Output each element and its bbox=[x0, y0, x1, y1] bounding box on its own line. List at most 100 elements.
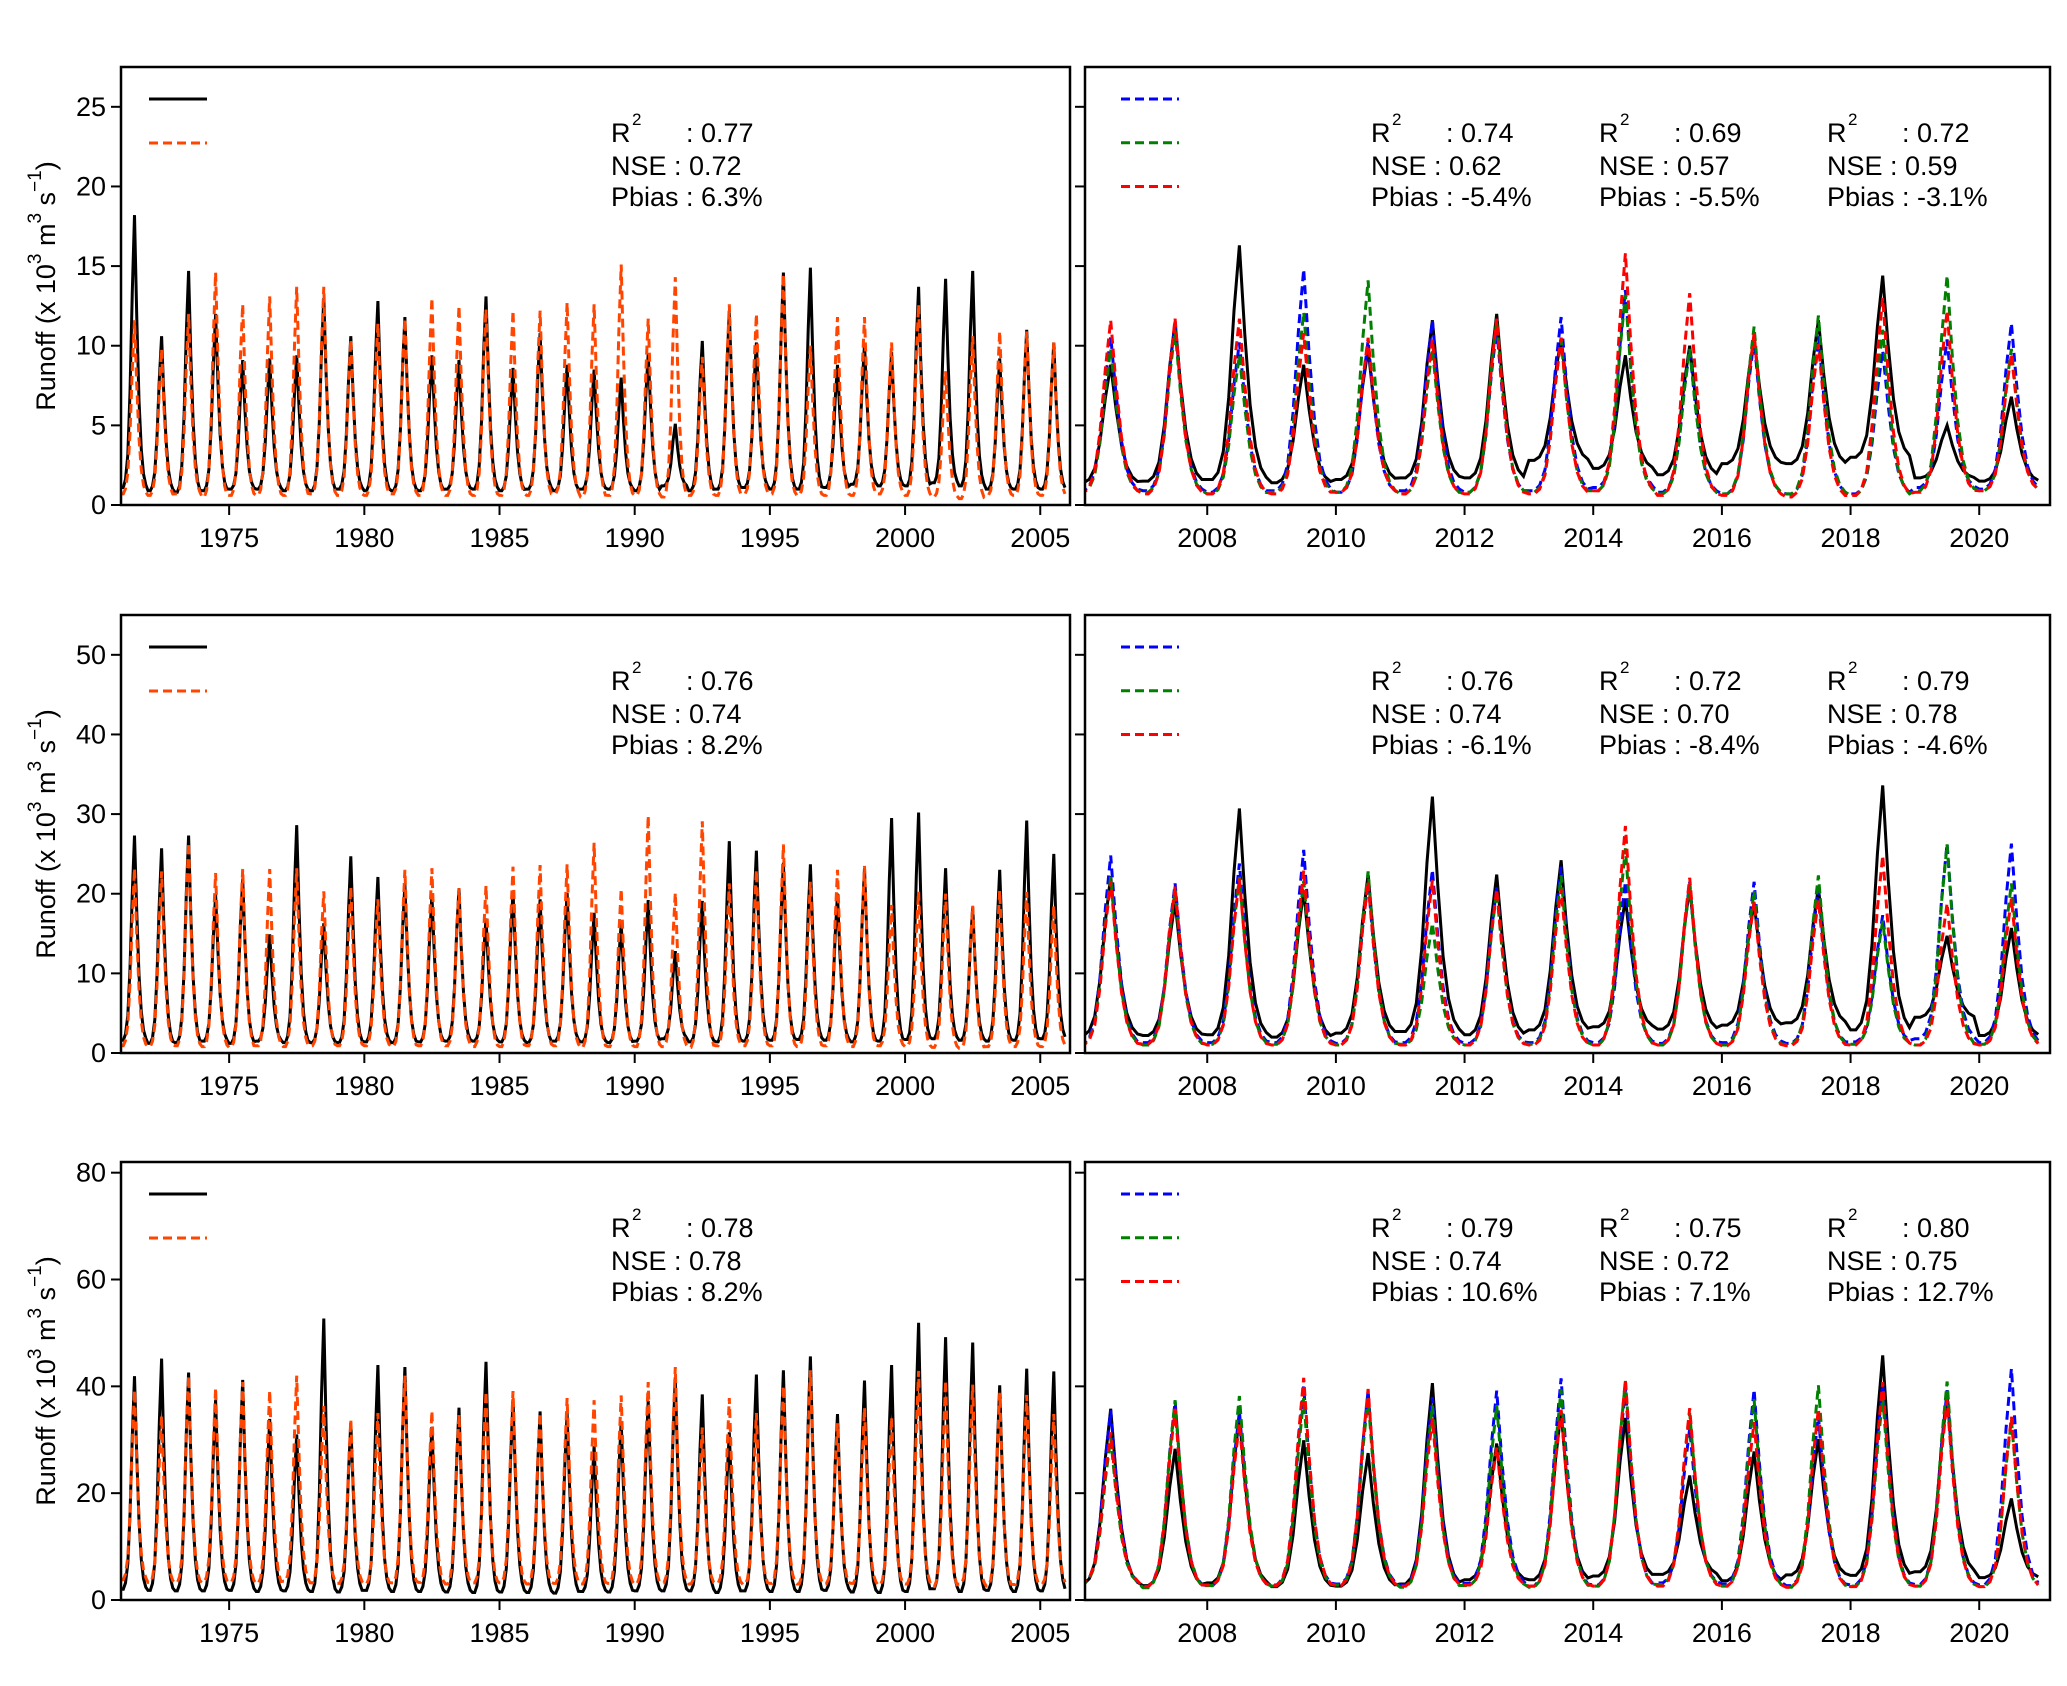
x-tick-label: 1985 bbox=[469, 1071, 529, 1101]
stats-r2-superscript: 2 bbox=[632, 1205, 641, 1224]
stats-r2-value: : 0.79 bbox=[1902, 666, 1970, 696]
stats-r2-value: : 0.79 bbox=[1446, 1213, 1514, 1243]
stats-r2-superscript: 2 bbox=[632, 658, 641, 677]
x-tick-label: 1980 bbox=[334, 1071, 394, 1101]
x-tick-label: 1990 bbox=[605, 1071, 665, 1101]
stats-r2-value: : 0.74 bbox=[1446, 118, 1514, 148]
x-tick-label: 2010 bbox=[1306, 523, 1366, 553]
y-axis-label: Runoff (x 103 m3 s−1) bbox=[25, 709, 61, 958]
y-axis-label-part: 3 bbox=[25, 1349, 46, 1360]
x-tick-label: 1975 bbox=[199, 1618, 259, 1648]
y-axis-label-part: m bbox=[31, 772, 61, 802]
y-tick-label: 50 bbox=[76, 640, 106, 670]
series-line-historical bbox=[121, 264, 1067, 501]
y-axis-label-part: m bbox=[31, 224, 61, 254]
y-tick-label: 40 bbox=[76, 1371, 106, 1401]
x-tick-label: 1995 bbox=[740, 1071, 800, 1101]
axes-frame bbox=[1083, 65, 2052, 507]
axes-frame bbox=[119, 613, 1072, 1055]
y-axis-label-part: 3 bbox=[25, 254, 46, 265]
stats-r2-value: : 0.77 bbox=[686, 118, 754, 148]
left-axes: 0 5 10 15 20 25 1975 1980 1985 1990 1995 2000 2005 R 2… bbox=[76, 65, 1072, 553]
stats-nse: NSE : 0.78 bbox=[1827, 699, 1958, 729]
y-tick-label: 80 bbox=[76, 1158, 106, 1188]
stats-r2-superscript: 2 bbox=[1620, 1205, 1629, 1224]
series-line-rcp85 bbox=[1085, 1377, 2040, 1589]
x-tick-label: 2008 bbox=[1177, 1618, 1237, 1648]
axes-frame bbox=[119, 1160, 1072, 1602]
y-axis-label-part: ) bbox=[31, 1256, 61, 1265]
stats-r2-label: R bbox=[1827, 118, 1847, 148]
x-tick-label: 2018 bbox=[1821, 1618, 1881, 1648]
y-axis-label: Runoff (x 103 m3 s−1) bbox=[25, 1256, 61, 1505]
stats-nse: NSE : 0.72 bbox=[1599, 1246, 1730, 1276]
series-line-rcp26 bbox=[1085, 843, 2040, 1045]
stats-r2-superscript: 2 bbox=[1848, 110, 1857, 129]
stats-pbias: Pbias : 6.3% bbox=[611, 182, 763, 212]
stats-nse: NSE : 0.74 bbox=[1371, 1246, 1502, 1276]
y-axis-label: Runoff (x 103 m3 s−1) bbox=[25, 161, 61, 410]
y-axis-label-part: 3 bbox=[25, 1308, 46, 1319]
x-tick-label: 2012 bbox=[1435, 523, 1495, 553]
x-tick-label: 2014 bbox=[1563, 523, 1623, 553]
x-tick-label: 2000 bbox=[875, 523, 935, 553]
series-line-historical bbox=[121, 1367, 1067, 1589]
x-tick-label: 2016 bbox=[1692, 1071, 1752, 1101]
x-tick-label: 2005 bbox=[1010, 1071, 1070, 1101]
y-tick-label: 30 bbox=[76, 799, 106, 829]
y-axis-label-part: 3 bbox=[25, 761, 46, 772]
x-tick-label: 1990 bbox=[605, 523, 665, 553]
y-axis-label-part: −1 bbox=[25, 170, 46, 192]
stats-pbias: Pbias : -4.6% bbox=[1827, 730, 1988, 760]
y-axis-label-part: s bbox=[31, 192, 61, 213]
series-line-observation bbox=[1085, 1355, 2039, 1589]
x-tick-label: 2008 bbox=[1177, 523, 1237, 553]
x-tick-label: 1975 bbox=[199, 523, 259, 553]
y-tick-label: 20 bbox=[76, 879, 106, 909]
stats-r2-label: R bbox=[611, 1213, 631, 1243]
stats-nse: NSE : 0.75 bbox=[1827, 1246, 1958, 1276]
x-tick-label: 2020 bbox=[1949, 1071, 2009, 1101]
y-tick-label: 20 bbox=[76, 171, 106, 201]
stats-pbias: Pbias : -5.4% bbox=[1371, 182, 1532, 212]
y-tick-label: 10 bbox=[76, 958, 106, 988]
x-tick-label: 2012 bbox=[1435, 1618, 1495, 1648]
stats-r2-label: R bbox=[1827, 666, 1847, 696]
x-tick-label: 2018 bbox=[1821, 1071, 1881, 1101]
x-tick-label: 1985 bbox=[469, 1618, 529, 1648]
axes-frame bbox=[1083, 1160, 2052, 1602]
stats-nse: NSE : 0.74 bbox=[611, 699, 742, 729]
y-axis-label-part: 3 bbox=[25, 213, 46, 224]
axes-frame bbox=[119, 65, 1072, 507]
stats-r2-value: : 0.80 bbox=[1902, 1213, 1970, 1243]
stats-pbias: Pbias : 7.1% bbox=[1599, 1277, 1751, 1307]
stats-r2-label: R bbox=[611, 666, 631, 696]
series-line-rcp85 bbox=[1085, 825, 2040, 1048]
y-tick-label: 0 bbox=[91, 1585, 106, 1615]
stats-r2-superscript: 2 bbox=[1848, 658, 1857, 677]
stats-r2-superscript: 2 bbox=[1392, 1205, 1401, 1224]
stats-pbias: Pbias : 8.2% bbox=[611, 730, 763, 760]
x-tick-label: 2000 bbox=[875, 1618, 935, 1648]
stats-r2-value: : 0.78 bbox=[686, 1213, 754, 1243]
x-tick-label: 1995 bbox=[740, 523, 800, 553]
stats-nse: NSE : 0.59 bbox=[1827, 151, 1958, 181]
stats-r2-label: R bbox=[1599, 1213, 1619, 1243]
y-tick-label: 20 bbox=[76, 1478, 106, 1508]
stats-r2-superscript: 2 bbox=[1392, 658, 1401, 677]
stats-r2-label: R bbox=[1599, 666, 1619, 696]
y-axis-label-part: −1 bbox=[25, 718, 46, 740]
stats-pbias: Pbias : -6.1% bbox=[1371, 730, 1532, 760]
